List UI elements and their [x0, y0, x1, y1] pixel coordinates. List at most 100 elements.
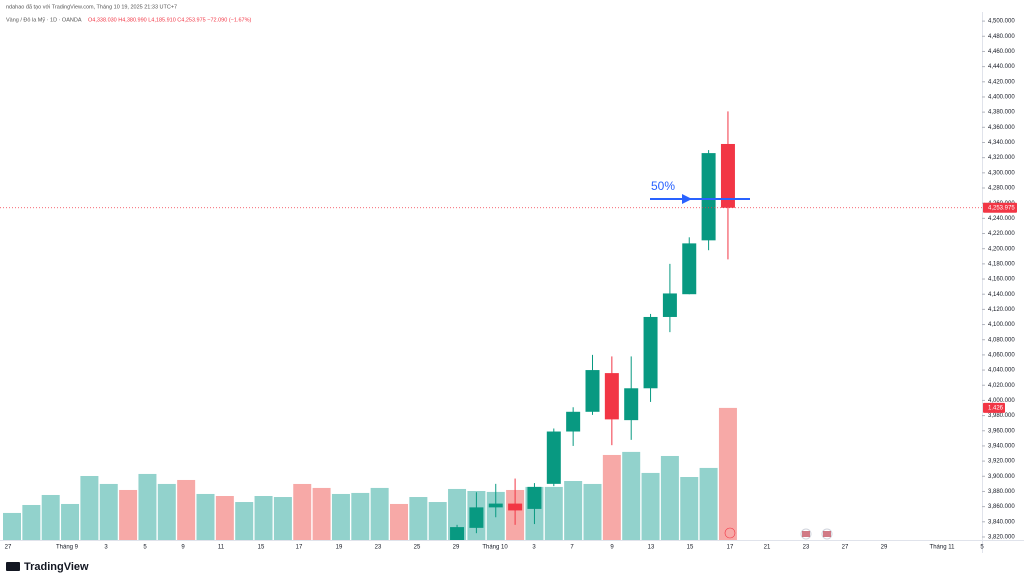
volume-bar — [80, 475, 99, 540]
y-tick-label: 4,160.000 — [988, 277, 1015, 283]
y-tick-label: 4,200.000 — [988, 246, 1015, 252]
symbol: Vàng / Đô la Mỹ · 1D · OANDA — [6, 17, 82, 23]
last-price-label: 4,253.975 — [988, 205, 1015, 211]
volume-bar — [351, 492, 370, 540]
y-tick-label: 3,960.000 — [988, 428, 1015, 434]
branding: TradingView — [24, 561, 89, 573]
x-tick-label: 21 — [764, 545, 771, 551]
candle-body — [566, 411, 581, 432]
x-tick-label: 29 — [881, 545, 888, 551]
volume-bar — [680, 477, 699, 540]
y-tick-label: 3,920.000 — [988, 459, 1015, 465]
y-tick-label: 4,400.000 — [988, 95, 1015, 101]
volume-bar — [544, 486, 563, 540]
y-tick-label: 3,820.000 — [988, 535, 1015, 541]
volume-bar — [622, 451, 641, 540]
volume-bar — [641, 472, 660, 540]
x-tick-label: 9 — [181, 545, 185, 551]
y-tick-label: 4,420.000 — [988, 79, 1015, 85]
y-tick-label: 4,020.000 — [988, 383, 1015, 389]
x-tick-label: 19 — [336, 545, 343, 551]
x-tick-label: Tháng 9 — [56, 545, 79, 551]
last-price-box — [983, 202, 1017, 213]
volume-bar — [583, 483, 602, 540]
y-tick-label: 4,320.000 — [988, 155, 1015, 161]
y-tick-label: 4,340.000 — [988, 140, 1015, 146]
candle-body — [527, 486, 542, 509]
x-tick-label: 23 — [375, 545, 382, 551]
x-tick-label: 15 — [258, 545, 265, 551]
y-tick-label: 4,240.000 — [988, 216, 1015, 222]
volume-bar — [235, 502, 254, 540]
x-tick-label: 17 — [296, 545, 303, 551]
x-tick-label: 25 — [414, 545, 421, 551]
y-tick-label: 4,360.000 — [988, 125, 1015, 131]
volume-bar — [254, 496, 273, 540]
x-tick-label: 15 — [687, 545, 694, 551]
y-tick-label: 3,940.000 — [988, 444, 1015, 450]
y-tick-label: 4,140.000 — [988, 292, 1015, 298]
volume-bar — [215, 496, 234, 540]
y-tick-label: 4,000.000 — [988, 398, 1015, 404]
y-tick-label: 4,060.000 — [988, 352, 1015, 358]
candle-body — [585, 370, 600, 412]
volume-bar — [61, 503, 80, 540]
event-icons — [724, 527, 833, 540]
x-tick-label: 5 — [143, 545, 147, 551]
candle-body — [469, 507, 484, 528]
x-tick-label: 3 — [532, 545, 536, 551]
candle-body — [624, 388, 639, 421]
y-tick-label: 4,280.000 — [988, 186, 1015, 192]
candle-body — [508, 503, 523, 511]
y-tick-label: 4,220.000 — [988, 231, 1015, 237]
y-tick-label: 3,900.000 — [988, 474, 1015, 480]
y-tick-label: 4,080.000 — [988, 337, 1015, 343]
candle-body — [643, 316, 658, 389]
y-tick-label: 4,480.000 — [988, 34, 1015, 40]
volume-bar — [699, 467, 718, 540]
volume-bar — [3, 512, 21, 540]
y-tick-label: 4,120.000 — [988, 307, 1015, 313]
drawing-arrow — [650, 194, 750, 204]
volume-bar — [660, 455, 679, 540]
volume-bar — [293, 483, 312, 540]
volume-bar — [273, 497, 292, 540]
plot-area — [3, 111, 737, 540]
volume-bar — [370, 487, 389, 540]
y-tick-label: 3,880.000 — [988, 489, 1015, 495]
volume-bar — [428, 502, 447, 540]
x-tick-label: 7 — [570, 545, 574, 551]
volume-bar — [409, 497, 428, 540]
volume-bar — [177, 479, 196, 540]
y-tick-label: 4,300.000 — [988, 170, 1015, 176]
candle-body — [701, 153, 716, 241]
x-tick-label: 13 — [648, 545, 655, 551]
y-tick-label: 4,440.000 — [988, 64, 1015, 70]
logo — [6, 562, 20, 571]
x-tick-label: 5 — [980, 545, 984, 551]
x-tick-label: 27 — [5, 545, 12, 551]
y-tick-label: 4,380.000 — [988, 110, 1015, 116]
x-tick-label: 27 — [842, 545, 849, 551]
candle-body — [488, 503, 503, 508]
volume-bar — [22, 504, 41, 540]
y-tick-label: 3,980.000 — [988, 413, 1015, 419]
y-tick-label: 4,500.000 — [988, 19, 1015, 25]
y-tick-label: 4,180.000 — [988, 261, 1015, 267]
y-tick-label: 4,040.000 — [988, 368, 1015, 374]
candle-body — [682, 243, 697, 295]
volume-bar — [718, 407, 737, 540]
candle-body — [450, 527, 465, 540]
volume-bar — [196, 493, 215, 540]
x-tick-label: Tháng 10 — [482, 545, 508, 551]
volume-bar — [138, 473, 157, 540]
attribution: ndahao đã tạo với TradingView.com, Tháng… — [6, 4, 177, 10]
y-tick-label: 4,100.000 — [988, 322, 1015, 328]
volume-bar — [99, 483, 118, 540]
volume-bar — [331, 493, 350, 540]
x-tick-label: 11 — [218, 545, 225, 551]
x-tick-label: 3 — [104, 545, 108, 551]
ohlc-text: O4,338.030 H4,380.990 L4,185.910 C4,253.… — [88, 17, 251, 23]
last-volume-box — [983, 402, 1005, 413]
